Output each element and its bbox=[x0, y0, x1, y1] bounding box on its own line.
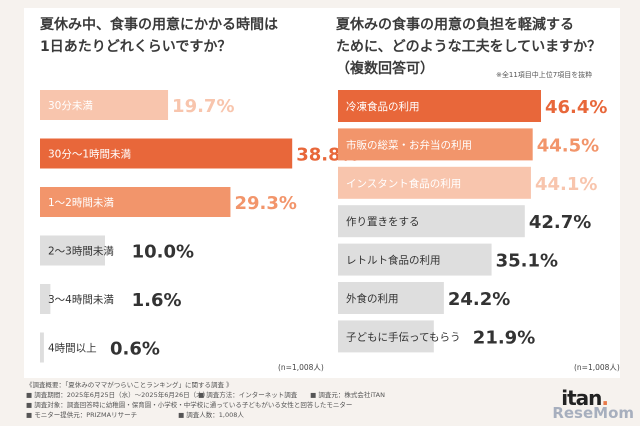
footer-title: 《調査概要：「夏休みのママがつらいことランキング」に関する調査 》 bbox=[26, 381, 233, 389]
right-bar-category-label: 作り置きをする bbox=[346, 216, 420, 228]
left-sample-size: (n=1,008人) bbox=[278, 363, 324, 372]
footer-monitor: ■ モニター提供元：PRIZMAリサーチ bbox=[26, 411, 138, 419]
right-bar-value-label: 21.9% bbox=[473, 327, 535, 348]
left-bar-value-label: 10.0% bbox=[132, 242, 194, 263]
right-sample-size: (n=1,008人) bbox=[574, 363, 620, 372]
right-bar-category-label: インスタント食品の利用 bbox=[346, 177, 461, 190]
left-bar bbox=[40, 90, 169, 120]
right-bar-category-label: 子どもに手伝ってもらう bbox=[346, 330, 460, 343]
footer-target: ■ 調査対象：調査回答時に幼稚園・保育園・小学校・中学校に通っている子どもがいる… bbox=[26, 401, 353, 409]
right-bar-value-label: 35.1% bbox=[496, 251, 558, 272]
itan-logo: itan. bbox=[561, 386, 609, 410]
footer-count: ■ 調査人数：1,008人 bbox=[178, 411, 244, 419]
left-bar bbox=[40, 187, 231, 217]
left-bar-value-label: 19.7% bbox=[172, 96, 234, 117]
left-bar-category-label: 30分〜1時間未満 bbox=[48, 149, 132, 161]
right-bar-value-label: 44.5% bbox=[537, 135, 599, 156]
left-bar-category-label: 3〜4時間未満 bbox=[48, 294, 114, 306]
right-bar bbox=[338, 128, 533, 161]
right-bar-category-label: 冷凍食品の利用 bbox=[346, 100, 420, 113]
left-chart-title: 夏休み中、食事の用意にかかる時間は 1日あたりどれくらいですか？ bbox=[40, 17, 278, 55]
right-bar-category-label: 市販の総菜・お弁当の利用 bbox=[346, 138, 472, 151]
right-bar-value-label: 24.2% bbox=[448, 289, 510, 310]
left-bar-value-label: 29.3% bbox=[234, 193, 296, 214]
survey-footer: 《調査概要：「夏休みのママがつらいことランキング」に関する調査 》 ■ 調査期間… bbox=[26, 380, 466, 420]
left-bar bbox=[40, 332, 44, 363]
right-chart-title: 夏休みの食事の用意の負担を軽減する ために、どのような工夫をしていますか？ （複… bbox=[336, 17, 602, 77]
right-chart-note: ※全11項目中上位7項目を抜粋 bbox=[496, 71, 593, 79]
left-bar bbox=[40, 138, 293, 169]
right-bar bbox=[338, 90, 541, 122]
right-bar bbox=[338, 205, 525, 238]
right-bar-value-label: 42.7% bbox=[529, 212, 591, 233]
right-bar bbox=[338, 243, 492, 276]
left-bar bbox=[40, 235, 105, 266]
right-bar bbox=[338, 320, 434, 353]
left-bar-category-label: 4時間以上 bbox=[48, 343, 97, 355]
right-bar-value-label: 46.4% bbox=[545, 97, 607, 118]
left-bar-value-label: 1.6% bbox=[132, 290, 182, 311]
left-bar-category-label: 2〜3時間未満 bbox=[48, 246, 114, 258]
footer-source: ■ 調査元：株式会社iTAN bbox=[310, 391, 385, 399]
footer-method: ■ 調査方法：インターネット調査 bbox=[198, 391, 298, 399]
left-bar bbox=[40, 284, 51, 314]
resemom-watermark: ReseMom bbox=[552, 404, 634, 422]
left-bar-category-label: 1〜2時間未満 bbox=[48, 197, 114, 209]
left-bar-value-label: 0.6% bbox=[110, 339, 160, 360]
right-bar bbox=[338, 166, 531, 199]
left-bar-category-label: 30分未満 bbox=[48, 100, 93, 112]
footer-period: ■ 調査期間：2025年6月25日（水）〜2025年6月26日（木） bbox=[26, 391, 210, 399]
right-bar bbox=[338, 282, 444, 314]
right-bar-category-label: 外食の利用 bbox=[346, 292, 399, 305]
right-bar-value-label: 44.1% bbox=[535, 174, 597, 195]
right-bar-category-label: レトルト食品の利用 bbox=[346, 254, 441, 267]
